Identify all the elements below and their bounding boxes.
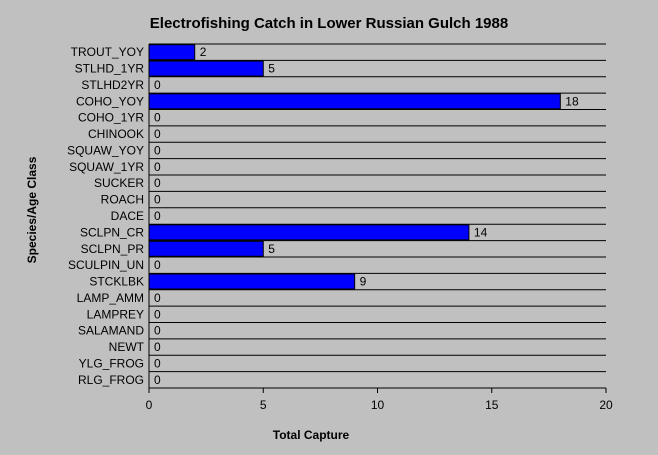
- bar: [148, 44, 196, 61]
- category-label: STLHD2YR: [81, 78, 144, 92]
- data-label: 0: [154, 373, 161, 387]
- bar: [148, 273, 356, 290]
- category-label: ROACH: [101, 193, 144, 207]
- category-label: SCLPN_PR: [81, 242, 145, 256]
- category-label: SCULPIN_UN: [68, 258, 144, 272]
- category-label: STCKLBK: [89, 275, 144, 289]
- bar: [148, 60, 264, 77]
- x-axis-label: Total Capture: [273, 428, 350, 442]
- category-label: TROUT_YOY: [71, 45, 144, 59]
- category-label: LAMPREY: [87, 307, 144, 321]
- data-label: 0: [154, 258, 161, 272]
- plot-area: 0 5 10 15 20 TROUT_YOY 2 STLHD_1YR 5 STLHD2YR 0 COH…: [67, 43, 613, 412]
- data-label: 9: [360, 275, 367, 289]
- data-label: 0: [154, 193, 161, 207]
- data-label: 14: [474, 225, 488, 239]
- data-label: 2: [200, 45, 207, 59]
- category-label: DACE: [111, 209, 144, 223]
- chart-title: Electrofishing Catch in Lower Russian Gu…: [150, 15, 508, 32]
- category-label: SQUAW_1YR: [69, 160, 144, 174]
- category-label: YLG_FROG: [79, 356, 144, 370]
- category-label: LAMP_AMM: [77, 291, 144, 305]
- category-label: COHO_1YR: [78, 111, 144, 125]
- bar: [148, 224, 470, 241]
- data-label: 0: [154, 78, 161, 92]
- category-label: RLG_FROG: [78, 373, 144, 387]
- category-label: SALAMAND: [78, 324, 144, 338]
- data-label: 0: [154, 160, 161, 174]
- data-label: 0: [154, 127, 161, 141]
- x-tick-label: 10: [371, 398, 385, 412]
- data-label: 0: [154, 143, 161, 157]
- category-label: SUCKER: [94, 176, 144, 190]
- data-label: 18: [565, 94, 579, 108]
- category-label: COHO_YOY: [76, 94, 144, 108]
- data-label: 0: [154, 356, 161, 370]
- category-label: SQUAW_YOY: [67, 143, 144, 157]
- data-label: 0: [154, 176, 161, 190]
- bar: [148, 240, 264, 257]
- category-label: CHINOOK: [88, 127, 144, 141]
- data-label: 0: [154, 307, 161, 321]
- category-label: STLHD_1YR: [75, 62, 145, 76]
- category-label: SCLPN_CR: [80, 225, 144, 239]
- data-label: 0: [154, 340, 161, 354]
- y-axis-label: Species/Age Class: [25, 156, 39, 263]
- data-label: 0: [154, 291, 161, 305]
- data-label: 5: [268, 242, 275, 256]
- x-tick-label: 0: [146, 398, 153, 412]
- bar: [148, 93, 561, 110]
- x-tick-label: 5: [260, 398, 267, 412]
- data-label: 0: [154, 209, 161, 223]
- data-label: 0: [154, 324, 161, 338]
- x-tick-label: 20: [599, 398, 613, 412]
- category-label: NEWT: [109, 340, 145, 354]
- x-tick-label: 15: [485, 398, 499, 412]
- data-label: 0: [154, 111, 161, 125]
- data-label: 5: [268, 62, 275, 76]
